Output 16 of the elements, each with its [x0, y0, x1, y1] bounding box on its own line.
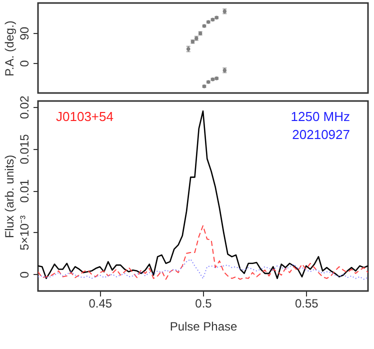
y-tick-label: 0: [18, 60, 32, 67]
y-axis-title: P.A. (deg.): [2, 20, 16, 76]
annotation: 20210927: [292, 127, 350, 142]
y-tick-label: 0.02: [18, 95, 32, 120]
x-tick-label: 0.45: [88, 296, 112, 310]
y-tick-label: 0.015: [18, 134, 32, 164]
y-tick-label: 5×10⁻³: [18, 215, 32, 250]
annotation: 1250 MHz: [290, 109, 350, 124]
y-tick-label: 90: [18, 26, 32, 40]
x-axis-title: Pulse Phase: [170, 320, 238, 334]
y-tick-label: 0.01: [18, 179, 32, 203]
x-tick-label: 0.55: [294, 296, 319, 310]
x-tick-label: 0.5: [195, 296, 212, 310]
annotation: J0103+54: [56, 109, 114, 124]
y-axis-title: Flux (arb. units): [2, 154, 16, 238]
y-tick-label: 0: [18, 271, 32, 278]
